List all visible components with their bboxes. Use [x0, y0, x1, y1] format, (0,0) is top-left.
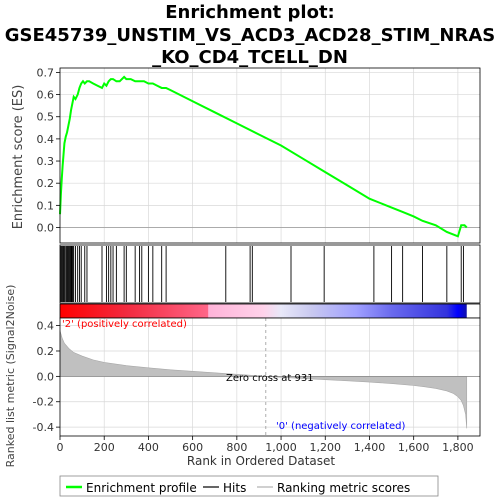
title-line-1: Enrichment plot: [165, 2, 335, 23]
es-panel-bg [60, 68, 480, 243]
metric-y-axis-label: Ranked list metric (Signal2Noise) [4, 285, 17, 468]
es-y-tick-label: 0.1 [37, 199, 55, 212]
metric-x-tick-label: 1,800 [442, 441, 474, 454]
positive-label: '2' (positively correlated) [62, 319, 187, 330]
metric-x-tick-label: 800 [226, 441, 247, 454]
es-line [59, 75, 468, 238]
metric-x-ticks: 0 200 400 600 800 1,000 1,200 1,400 1,600 1,800 [57, 436, 474, 454]
metric-area [59, 330, 468, 429]
es-y-tick-label: 0.3 [37, 155, 55, 168]
es-y-tick-label: 0.4 [37, 133, 55, 146]
es-panel: 0.0 0.1 0.2 0.3 0.4 0.5 0.6 0.7 [37, 66, 481, 244]
metric-x-tick-label: 1,200 [310, 441, 342, 454]
metric-x-tick-label: 1,000 [265, 441, 297, 454]
metric-y-tick-label: 0.4 [37, 320, 55, 333]
metric-x-tick-label: 400 [138, 441, 159, 454]
metric-y-ticks: -0.4 -0.2 0.0 0.2 0.4 [33, 320, 60, 434]
es-y-tick-label: 0.7 [37, 66, 55, 79]
metric-x-tick-label: 600 [182, 441, 203, 454]
es-y-axis-label: Enrichment score (ES) [11, 85, 26, 230]
hits-panel [59, 244, 481, 304]
negative-label: '0' (negatively correlated) [276, 421, 405, 432]
es-y-tick-label: 0.5 [37, 111, 55, 124]
metric-x-tick-label: 0 [57, 441, 64, 454]
legend-es-label: Enrichment profile [86, 481, 197, 495]
es-y-ticks: 0.0 0.1 0.2 0.3 0.4 0.5 0.6 0.7 [37, 66, 60, 234]
metric-x-tick-label: 1,600 [398, 441, 430, 454]
legend-hits-label: Hits [223, 481, 246, 495]
es-y-tick-label: 0.2 [37, 177, 55, 190]
ranking-heatbar [60, 304, 467, 318]
metric-y-tick-label: 0.2 [37, 345, 55, 358]
legend-box [59, 475, 439, 497]
metric-y-tick-label: -0.4 [33, 421, 54, 434]
metric-panel-frame [59, 317, 481, 437]
es-line-group [59, 75, 468, 238]
metric-y-tick-label: 0.0 [37, 370, 55, 383]
es-grid [60, 68, 480, 243]
metric-x-axis-label: Rank in Ordered Dataset [187, 454, 335, 468]
metric-x-tick-label: 200 [94, 441, 115, 454]
title-line-3: _KO_CD4_TCELL_DN [152, 47, 348, 68]
es-panel-frame [59, 67, 481, 244]
es-y-tick-label: 0.6 [37, 89, 55, 102]
title-line-2: GSE45739_UNSTIM_VS_ACD3_ACD28_STIM_NRAS [5, 25, 496, 46]
hits-group [60, 246, 464, 302]
legend: Enrichment profile Hits Ranking metric s… [59, 475, 439, 497]
metric-x-tick-label: 1,400 [354, 441, 386, 454]
zero-cross-label: Zero cross at 931 [226, 373, 314, 384]
metric-area-group [59, 330, 468, 429]
legend-metric-label: Ranking metric scores [277, 481, 410, 495]
metric-y-tick-label: -0.2 [33, 396, 54, 409]
es-y-tick-label: 0.0 [37, 221, 55, 234]
hits-panel-bg [60, 245, 480, 303]
metric-panel: -0.4 -0.2 0.0 0.2 0.4 0 200 400 600 800 1,000 1,20… [33, 317, 481, 454]
hits-panel-frame [59, 244, 481, 304]
